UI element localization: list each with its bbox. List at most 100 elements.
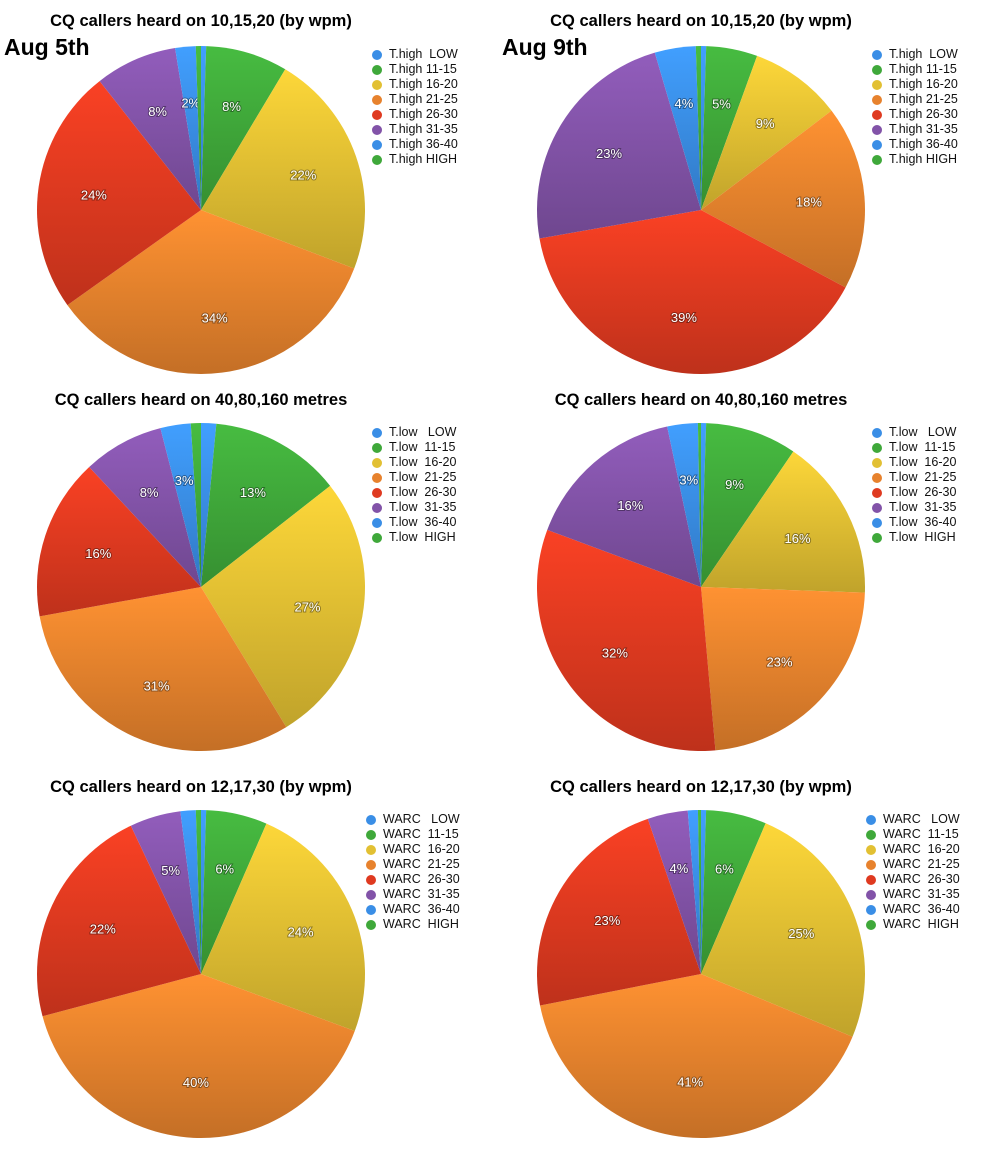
legend-item: WARC 11-15 (366, 827, 460, 842)
chart-panel-top-right: CQ callers heard on 10,15,20 (by wpm) Au… (500, 0, 1000, 385)
legend-label: T.high 36-40 (389, 137, 458, 151)
chart-title: CQ callers heard on 10,15,20 (by wpm) (50, 12, 352, 30)
pie-slice-low (201, 423, 217, 587)
legend-swatch-icon (872, 457, 882, 468)
pie-slice-26-30 (539, 210, 846, 374)
legend-label: T.high 31-35 (389, 122, 458, 136)
legend-swatch-icon (866, 829, 876, 840)
legend-swatch-icon (866, 859, 876, 870)
pie-slice-26-30 (36, 467, 201, 617)
pie-slice-31-35 (537, 52, 701, 239)
legend-item: T.high 36-40 (372, 137, 458, 152)
slice-label: 5% (161, 863, 180, 878)
pie-slice-21-25 (701, 587, 865, 751)
slice-label: 4% (674, 96, 693, 111)
pie-slice-high (697, 810, 701, 974)
pie-chart: 6% 24% 40% 22% 5% (36, 810, 365, 1138)
legend-item: T.high LOW (372, 47, 458, 62)
slice-label: 3% (175, 473, 194, 488)
legend-label: T.high 16-20 (889, 77, 958, 91)
legend-label: WARC 26-30 (883, 872, 960, 886)
pie-slice-11-15 (201, 46, 286, 210)
pie-slice-16-20 (201, 485, 365, 728)
legend-swatch-icon (372, 427, 382, 438)
legend-item: T.low 26-30 (372, 485, 456, 500)
legend-swatch-icon (372, 94, 382, 105)
legend-label: T.low 31-35 (389, 500, 457, 514)
legend-swatch-icon (866, 814, 876, 825)
legend-swatch-icon (872, 532, 882, 543)
legend-label: T.low HIGH (889, 530, 956, 544)
legend-swatch-icon (872, 472, 882, 483)
legend-swatch-icon (372, 49, 382, 60)
pie-slice-31-35 (647, 810, 701, 974)
slice-label: 9% (756, 116, 775, 131)
pie-slice-26-30 (537, 818, 701, 1006)
pie-slice-31-35 (547, 426, 701, 587)
legend-swatch-icon (372, 109, 382, 120)
legend-label: T.low 36-40 (389, 515, 457, 529)
legend-swatch-icon (372, 502, 382, 513)
legend-item: WARC 21-25 (366, 857, 460, 872)
legend-item: T.low 11-15 (872, 440, 956, 455)
slice-label: 22% (90, 921, 116, 936)
pie-slice-36-40 (654, 46, 701, 210)
legend: T.low LOW T.low 11-15 T.low 16-20 T.low 21-… (372, 425, 456, 545)
legend-swatch-icon (872, 64, 882, 75)
pie-slice-low (201, 810, 207, 974)
pie-slice-21-25 (39, 587, 287, 751)
slice-label: 4% (669, 861, 688, 876)
legend-item: T.high 26-30 (372, 107, 458, 122)
legend-swatch-icon (372, 124, 382, 135)
slice-label: 41% (677, 1075, 703, 1090)
legend-label: T.low 21-25 (889, 470, 957, 484)
pie-slice-16-20 (701, 55, 832, 210)
slice-label: 13% (240, 485, 266, 500)
legend-item: T.low 36-40 (872, 515, 956, 530)
slice-label: 39% (671, 310, 697, 325)
pie-slice-11-15 (201, 423, 331, 587)
legend-swatch-icon (872, 487, 882, 498)
legend-item: T.low 16-20 (372, 455, 456, 470)
legend-item: WARC LOW (366, 812, 460, 827)
legend-item: T.low 21-25 (372, 470, 456, 485)
legend-swatch-icon (366, 829, 376, 840)
pie-slice-21-25 (42, 974, 355, 1138)
date-label: Aug 5th (4, 34, 90, 60)
legend-label: T.high 21-25 (889, 92, 958, 106)
legend-item: T.low HIGH (872, 530, 956, 545)
slice-label: 23% (767, 654, 793, 669)
slice-label: 5% (712, 97, 731, 112)
slice-label: 27% (294, 599, 320, 614)
legend-label: T.low 11-15 (389, 440, 456, 454)
legend-label: T.high LOW (389, 47, 458, 61)
legend-swatch-icon (366, 874, 376, 885)
legend-label: WARC LOW (883, 812, 960, 826)
legend-item: T.high 26-30 (872, 107, 958, 122)
legend-item: WARC 36-40 (366, 902, 460, 917)
slice-label: 24% (288, 925, 314, 940)
legend-label: WARC HIGH (883, 917, 959, 931)
pie-slice-26-30 (36, 825, 201, 1017)
legend-label: T.high 11-15 (389, 62, 457, 76)
legend-label: WARC 11-15 (883, 827, 959, 841)
legend-label: T.low 26-30 (389, 485, 457, 499)
legend-label: T.high 26-30 (889, 107, 958, 121)
pie-slice-31-35 (99, 48, 201, 210)
date-label: Aug 9th (502, 34, 588, 60)
legend: WARC LOW WARC 11-15 WARC 16-20 WARC 21-25 WA… (366, 812, 460, 932)
pie-slice-11-15 (201, 810, 267, 974)
legend-label: T.high HIGH (889, 152, 958, 166)
legend-swatch-icon (372, 64, 382, 75)
legend-item: T.low 31-35 (372, 500, 456, 515)
legend-swatch-icon (872, 49, 882, 60)
legend-swatch-icon (366, 919, 376, 930)
legend-item: T.low 26-30 (872, 485, 956, 500)
legend-label: T.high 36-40 (889, 137, 958, 151)
pie-slice-36-40 (175, 46, 201, 210)
legend-label: T.low 16-20 (389, 455, 457, 469)
legend-label: WARC 31-35 (883, 887, 960, 901)
legend-item: T.high HIGH (372, 152, 458, 167)
legend-swatch-icon (866, 919, 876, 930)
legend-label: T.high 21-25 (389, 92, 458, 106)
